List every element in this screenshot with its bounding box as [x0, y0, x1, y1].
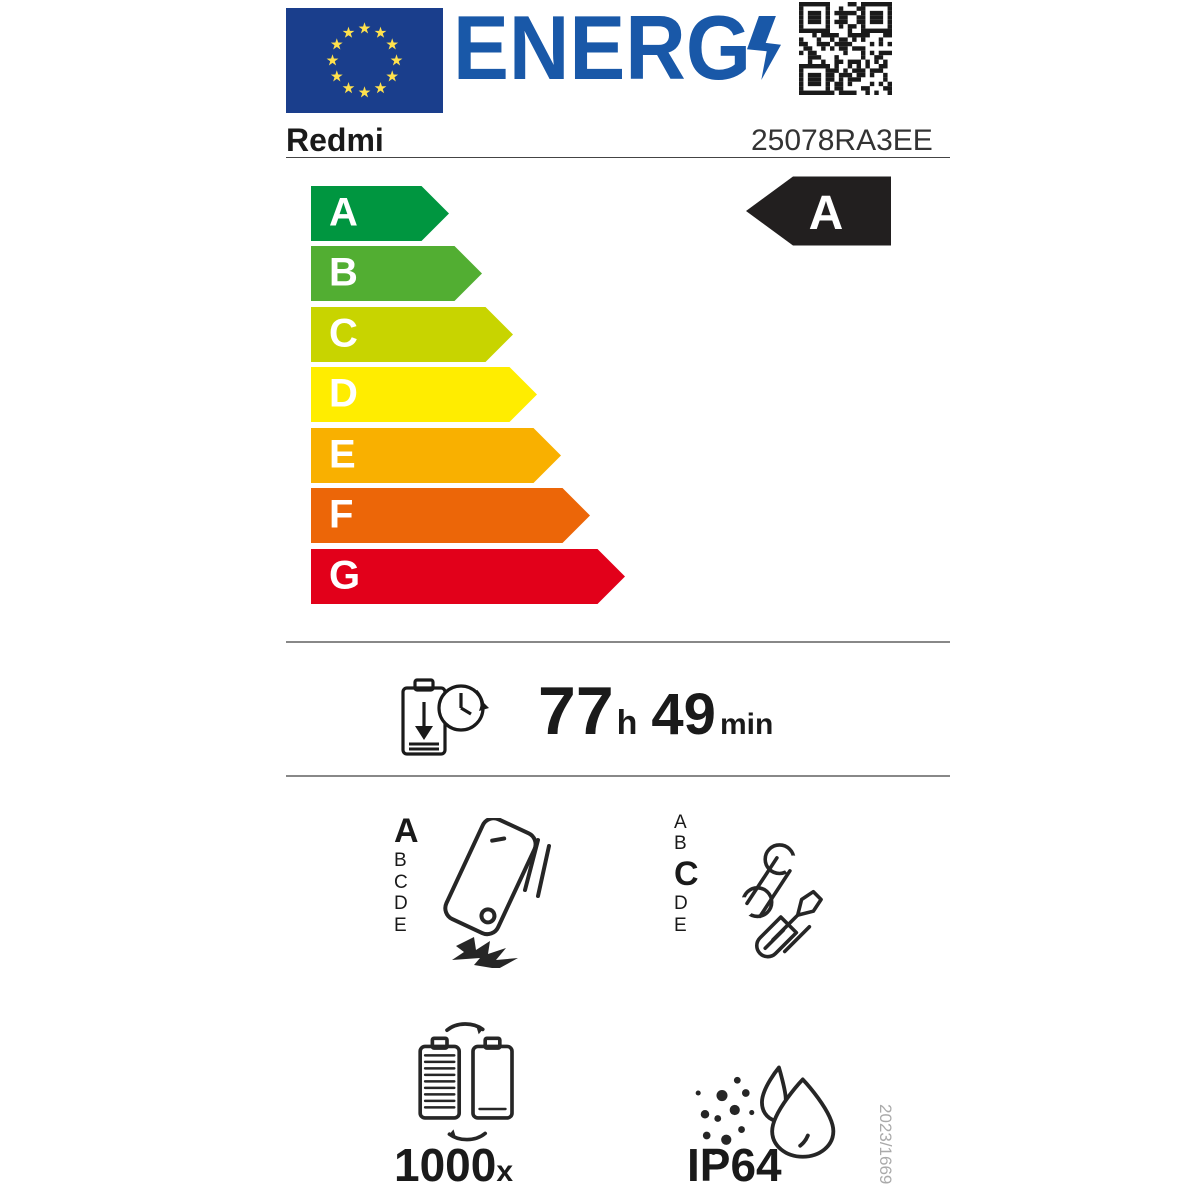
- svg-text:E: E: [329, 432, 356, 476]
- svg-text:F: F: [329, 493, 353, 537]
- svg-text:A: A: [809, 187, 844, 240]
- svg-text:G: G: [329, 553, 360, 597]
- svg-text:D: D: [329, 372, 358, 416]
- svg-text:C: C: [329, 311, 358, 355]
- svg-text:B: B: [329, 251, 358, 295]
- svg-text:A: A: [329, 190, 358, 234]
